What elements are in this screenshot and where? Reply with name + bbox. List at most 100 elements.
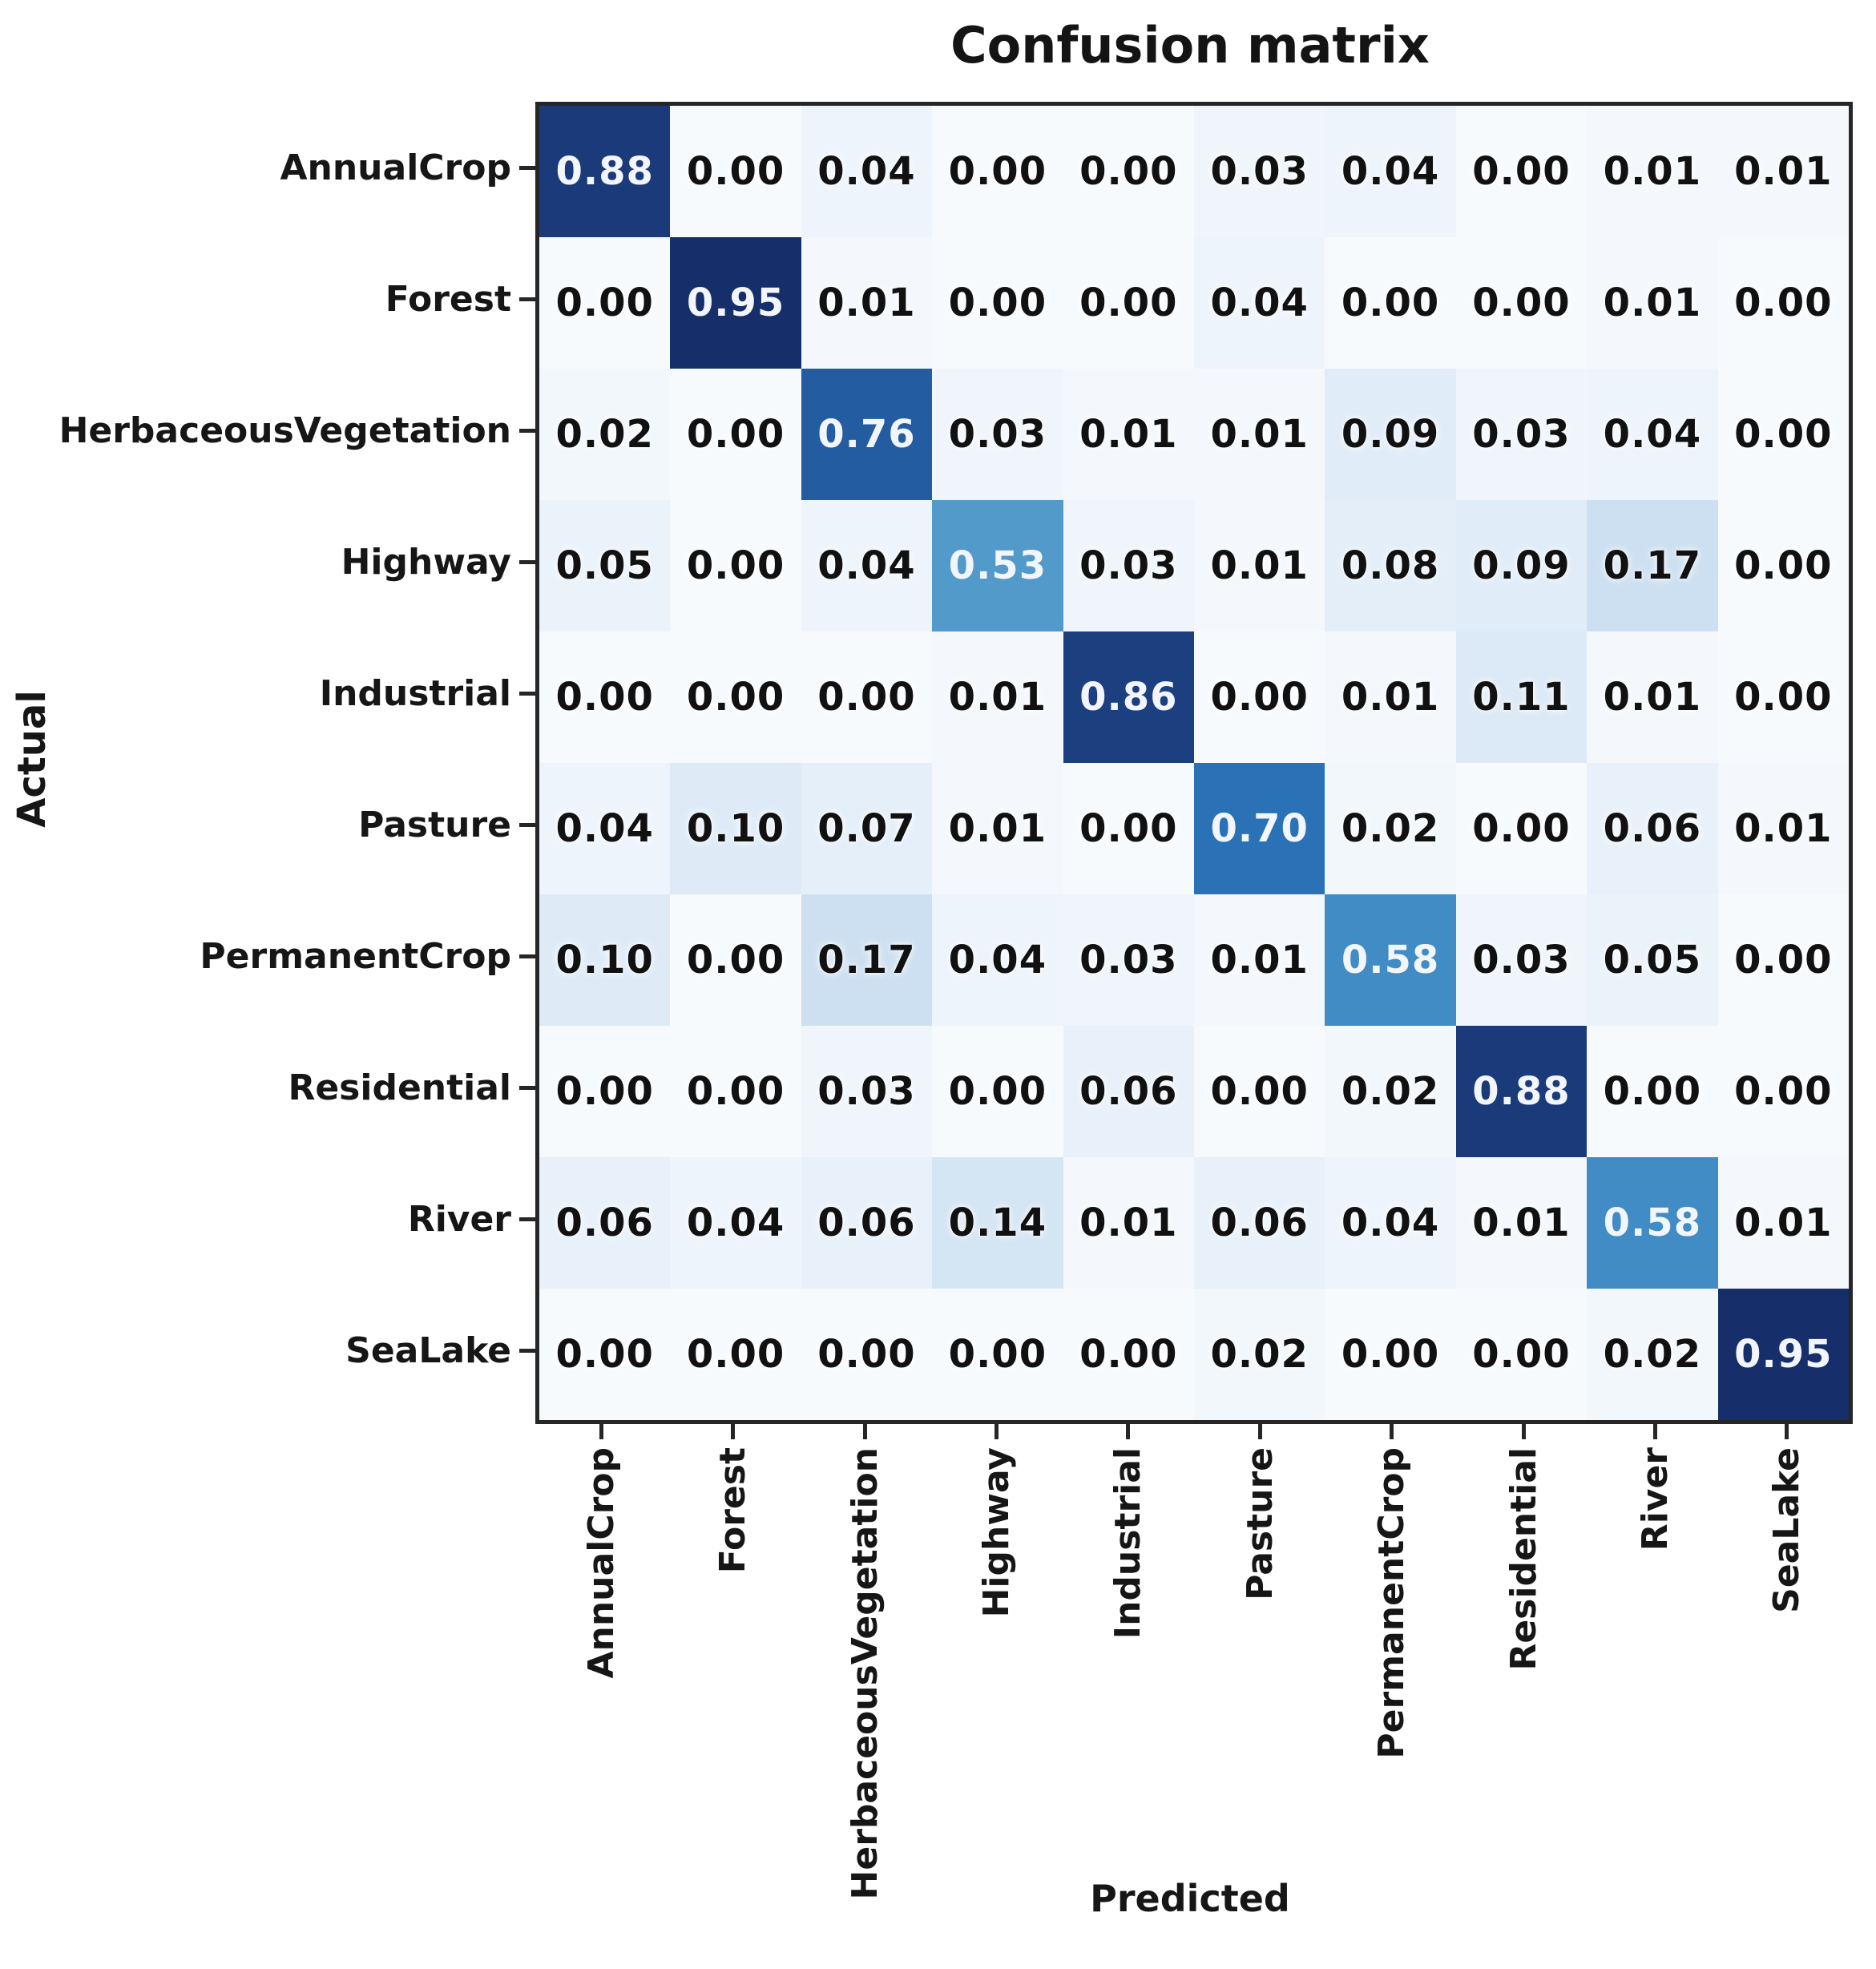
- matrix-cell: 0.00: [1717, 237, 1849, 369]
- x-tick-label: River: [1634, 1447, 1676, 1551]
- matrix-cell: 0.00: [1717, 631, 1849, 763]
- y-tick-mark: [519, 165, 535, 170]
- matrix-cell: 0.00: [539, 631, 671, 763]
- x-tick-col: [535, 1420, 667, 1441]
- chart-title: Confusion matrix: [950, 16, 1430, 75]
- matrix-cell: 0.00: [670, 1289, 801, 1420]
- matrix-cell: 0.00: [670, 1026, 801, 1157]
- y-tick-label: PermanentCrop: [200, 935, 511, 977]
- matrix-cell: 0.01: [1587, 237, 1718, 369]
- matrix-cell: 0.58: [1325, 894, 1456, 1026]
- matrix-cell: 0.04: [670, 1157, 801, 1289]
- x-label-col: River: [1589, 1447, 1721, 1896]
- matrix-cell: 0.06: [1193, 1157, 1325, 1289]
- matrix-cell: 0.02: [1325, 1026, 1456, 1157]
- matrix-cell: 0.04: [1325, 106, 1456, 237]
- matrix-cell: 0.00: [932, 1026, 1063, 1157]
- matrix-cell: 0.01: [932, 631, 1063, 763]
- matrix-cell: 0.04: [932, 894, 1063, 1026]
- x-label-col: Forest: [667, 1447, 798, 1896]
- y-tick-mark: [519, 1217, 535, 1221]
- matrix-cell: 0.05: [1587, 894, 1718, 1026]
- matrix-cell: 0.00: [1455, 763, 1588, 894]
- matrix-cell: 0.00: [1063, 237, 1194, 369]
- y-tick-mark: [519, 691, 535, 696]
- matrix-cell: 0.06: [1587, 763, 1718, 894]
- matrix-cell: 0.01: [801, 237, 933, 369]
- x-tick-label: PermanentCrop: [1371, 1447, 1413, 1759]
- y-tick-row: Pasture: [0, 759, 535, 890]
- x-tick-label: HerbaceousVegetation: [844, 1447, 886, 1900]
- matrix-cell: 0.00: [670, 106, 801, 237]
- matrix-cell: 0.01: [1193, 500, 1325, 631]
- y-tick-mark: [519, 954, 535, 958]
- x-label-col: Highway: [930, 1447, 1062, 1896]
- matrix-cell: 0.00: [932, 106, 1063, 237]
- matrix-cell: 0.05: [539, 500, 671, 631]
- matrix-cell: 0.03: [801, 1026, 933, 1157]
- x-label-col: Pasture: [1194, 1447, 1325, 1896]
- x-label-col: SeaLake: [1721, 1447, 1853, 1896]
- x-tick-col: [1721, 1420, 1853, 1441]
- x-axis-tick-labels: AnnualCrop Forest HerbaceousVegetation High…: [535, 1447, 1853, 1900]
- matrix-cell: 0.08: [1325, 500, 1456, 631]
- y-tick-mark: [519, 1348, 535, 1353]
- x-tick-label: Highway: [975, 1447, 1017, 1618]
- x-tick-mark: [1390, 1420, 1394, 1439]
- y-tick-row: Highway: [0, 496, 535, 627]
- matrix-cell: 0.00: [1717, 369, 1849, 500]
- matrix-cell: 0.03: [932, 369, 1063, 500]
- matrix-cell: 0.01: [1325, 631, 1456, 763]
- matrix-cell: 0.00: [539, 1289, 671, 1420]
- matrix-cell: 0.17: [1587, 500, 1718, 631]
- x-label-col: AnnualCrop: [535, 1447, 667, 1896]
- matrix-cell: 0.00: [1063, 763, 1194, 894]
- y-axis-tick-labels: AnnualCrop Forest HerbaceousVegetation High…: [0, 102, 535, 1416]
- matrix-cell: 0.00: [801, 631, 933, 763]
- matrix-cell: 0.00: [1063, 106, 1194, 237]
- matrix-cell: 0.00: [1455, 1289, 1588, 1420]
- matrix-cell: 0.10: [539, 894, 671, 1026]
- matrix-cell: 0.86: [1063, 631, 1194, 763]
- matrix-cell: 0.00: [1325, 1289, 1456, 1420]
- x-tick-label: SeaLake: [1766, 1447, 1808, 1613]
- matrix-cell: 0.00: [1193, 1026, 1325, 1157]
- x-tick-label: Industrial: [1107, 1447, 1149, 1640]
- matrix-cell: 0.00: [1717, 500, 1849, 631]
- x-axis-ticks: [535, 1420, 1853, 1441]
- x-tick-mark: [731, 1420, 736, 1439]
- matrix-cell: 0.02: [539, 369, 671, 500]
- x-tick-col: [667, 1420, 798, 1441]
- y-tick-row: AnnualCrop: [0, 102, 535, 233]
- matrix-cell: 0.00: [1717, 1026, 1849, 1157]
- y-tick-mark: [519, 822, 535, 827]
- y-tick-label: Forest: [385, 278, 511, 320]
- matrix-cell: 0.00: [1063, 1289, 1194, 1420]
- matrix-cell: 0.04: [1193, 237, 1325, 369]
- matrix-cell: 0.06: [801, 1157, 933, 1289]
- x-tick-mark: [1257, 1420, 1262, 1439]
- matrix-cell: 0.03: [1455, 894, 1588, 1026]
- y-tick-mark: [519, 559, 535, 564]
- x-tick-mark: [1785, 1420, 1789, 1439]
- y-tick-label: River: [407, 1198, 511, 1240]
- y-tick-row: Residential: [0, 1022, 535, 1153]
- x-tick-col: [1063, 1420, 1194, 1441]
- matrix-cell: 0.00: [801, 1289, 933, 1420]
- matrix-cell: 0.01: [1193, 369, 1325, 500]
- matrix-cell: 0.11: [1455, 631, 1588, 763]
- matrix-cell: 0.01: [1455, 1157, 1588, 1289]
- x-tick-label: Forest: [712, 1447, 754, 1574]
- y-tick-row: Industrial: [0, 627, 535, 759]
- x-tick-col: [1589, 1420, 1721, 1441]
- x-tick-mark: [1126, 1420, 1131, 1439]
- matrix-cell: 0.02: [1193, 1289, 1325, 1420]
- matrix-cell: 0.00: [670, 500, 801, 631]
- x-tick-mark: [1521, 1420, 1526, 1439]
- plot-frame: 0.88 0.00 0.04 0.00 0.00 0.03 0.04 0.00 0.01 0.01…: [535, 102, 1853, 1424]
- y-tick-label: SeaLake: [345, 1329, 511, 1371]
- matrix-cell: 0.00: [1325, 237, 1456, 369]
- confusion-matrix-grid: 0.88 0.00 0.04 0.00 0.00 0.03 0.04 0.00 0.01 0.01…: [539, 106, 1849, 1420]
- matrix-cell: 0.04: [539, 763, 671, 894]
- x-tick-mark: [862, 1420, 867, 1439]
